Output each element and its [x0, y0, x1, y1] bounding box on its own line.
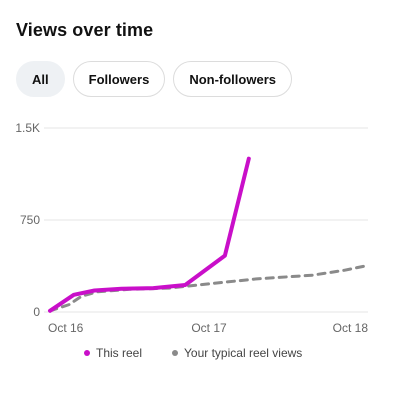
legend-label-this-reel: This reel — [96, 346, 143, 360]
y-tick-label-0: 0 — [33, 305, 40, 319]
chart-svg: 0 750 1.5K Oct 16 Oct 17 Oct 18 — [15, 121, 370, 335]
series-line-typical — [48, 263, 370, 313]
filter-non-followers-button[interactable]: Non-followers — [173, 61, 292, 97]
chart-legend: This reel Your typical reel views — [84, 346, 302, 360]
series-line-this-reel — [48, 156, 251, 313]
x-tick-label-0: Oct 16 — [48, 321, 84, 335]
audience-filter-group: All Followers Non-followers — [16, 61, 292, 97]
filter-all-button[interactable]: All — [16, 61, 65, 97]
legend-item-typical: Your typical reel views — [172, 346, 302, 360]
legend-item-this-reel: This reel — [84, 346, 142, 360]
legend-dot-typical — [172, 350, 179, 356]
filter-followers-button[interactable]: Followers — [72, 61, 166, 97]
legend-dot-this-reel — [84, 350, 90, 356]
chart-title: Views over time — [16, 20, 154, 40]
x-tick-label-1: Oct 17 — [191, 321, 227, 335]
x-tick-label-2: Oct 18 — [333, 321, 369, 335]
legend-label-typical: Your typical reel views — [184, 346, 303, 360]
views-line-chart: 0 750 1.5K Oct 16 Oct 17 Oct 18 — [0, 110, 402, 342]
y-tick-label-1: 750 — [20, 213, 40, 227]
y-tick-label-2: 1.5K — [15, 121, 40, 135]
